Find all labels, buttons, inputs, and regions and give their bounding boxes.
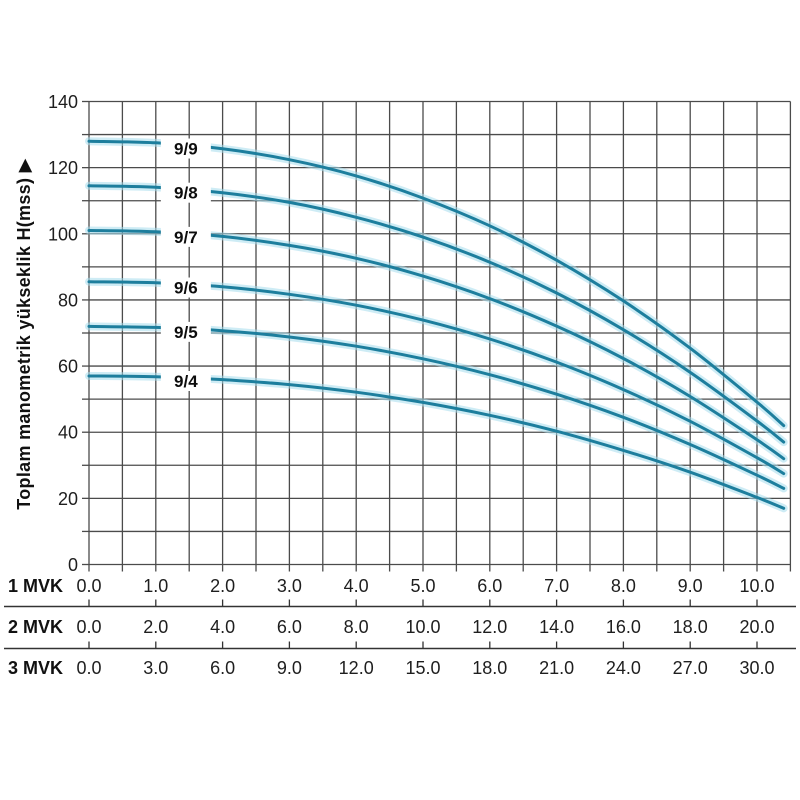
x-tick-label: 0.0 <box>76 576 101 596</box>
y-tick-label: 120 <box>48 158 78 178</box>
y-tick-label: 60 <box>58 357 78 377</box>
x-tick-label: 6.0 <box>210 658 235 678</box>
x-tick-label: 1.0 <box>143 576 168 596</box>
x-tick-label: 9.0 <box>678 576 703 596</box>
x-tick-label: 27.0 <box>673 658 708 678</box>
curve-label-9/6: 9/6 <box>174 279 198 298</box>
y-axis-title: Toplam manometrik yükseklik H(mss) ▶ <box>14 158 34 509</box>
curve-label-9/5: 9/5 <box>174 323 198 342</box>
pump-curve-9/4 <box>87 374 786 510</box>
x-tick-label: 3.0 <box>277 576 302 596</box>
x-tick-label: 7.0 <box>544 576 569 596</box>
curve-label-9/7: 9/7 <box>174 228 198 247</box>
y-tick-label: 100 <box>48 224 78 244</box>
curve-labels: 9/9 9/8 9/7 9/6 9/5 9/4 <box>160 138 211 391</box>
pump-curve-9/5 <box>87 324 786 490</box>
x-tick-label: 20.0 <box>739 617 774 637</box>
x-tick-label: 2.0 <box>143 617 168 637</box>
x-tick-label: 10.0 <box>405 617 440 637</box>
pump-curve-9/9 <box>87 139 786 428</box>
x-axis-row-label-1mvk: 1 MVK <box>8 576 63 596</box>
x-tick-label: 21.0 <box>539 658 574 678</box>
pump-curve-9/8 <box>87 184 786 444</box>
pump-curves <box>87 139 786 510</box>
y-tick-label: 80 <box>58 290 78 310</box>
x-tick-label: 14.0 <box>539 617 574 637</box>
y-tick-label: 20 <box>58 489 78 509</box>
x-tick-label: 0.0 <box>76 617 101 637</box>
curve-label-box-9/7 <box>160 226 211 247</box>
x-axis-row-label-2mvk: 2 MVK <box>8 617 63 637</box>
x-tick-label: 0.0 <box>76 658 101 678</box>
curve-label-box-9/5 <box>160 321 211 342</box>
x-tick-label: 10.0 <box>739 576 774 596</box>
x-tick-label: 9.0 <box>277 658 302 678</box>
y-tick-label: 0 <box>68 555 78 575</box>
curve-label-9/4: 9/4 <box>174 372 198 391</box>
pump-curve-9/7 <box>87 229 786 461</box>
x-tick-label: 15.0 <box>405 658 440 678</box>
x-tick-label: 8.0 <box>344 617 369 637</box>
y-tick-label: 140 <box>48 92 78 112</box>
x-axis-rows: 1 MVK 0.0 1.0 2.0 3.0 4.0 5.0 6.0 7.0 8.0 9.0 10.0 2… <box>4 576 796 678</box>
curve-label-9/9: 9/9 <box>174 140 198 159</box>
x-tick-label: 6.0 <box>477 576 502 596</box>
x-tick-label: 2.0 <box>210 576 235 596</box>
x-axis-row-label-3mvk: 3 MVK <box>8 658 63 678</box>
y-tick-label: 40 <box>58 423 78 443</box>
x-tick-label: 4.0 <box>344 576 369 596</box>
x-tick-label: 4.0 <box>210 617 235 637</box>
x-tick-label: 24.0 <box>606 658 641 678</box>
x-tick-label: 16.0 <box>606 617 641 637</box>
curve-label-9/8: 9/8 <box>174 184 198 203</box>
x-tick-label: 30.0 <box>739 658 774 678</box>
x-tick-label: 3.0 <box>143 658 168 678</box>
axis-ticks <box>82 100 792 572</box>
curve-label-box-9/6 <box>160 277 211 298</box>
x-tick-label: 6.0 <box>277 617 302 637</box>
x-tick-label: 18.0 <box>472 658 507 678</box>
x-tick-label: 18.0 <box>673 617 708 637</box>
curve-label-box-9/9 <box>160 138 211 159</box>
x-tick-label: 12.0 <box>472 617 507 637</box>
y-tick-labels: 0 20 40 60 80 100 120 140 <box>48 92 78 575</box>
x-tick-label: 12.0 <box>339 658 374 678</box>
pump-curve-9/6 <box>87 280 786 476</box>
grid <box>88 100 792 566</box>
curve-label-box-9/4 <box>160 370 211 391</box>
x-tick-label: 5.0 <box>410 576 435 596</box>
x-tick-label: 8.0 <box>611 576 636 596</box>
curve-label-box-9/8 <box>160 182 211 203</box>
